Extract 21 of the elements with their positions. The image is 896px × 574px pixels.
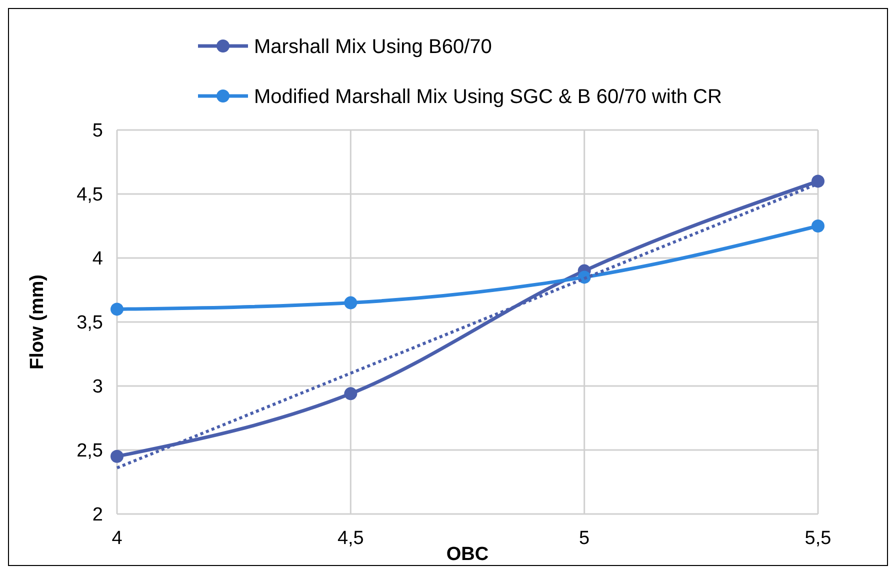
point	[344, 296, 358, 310]
y-tick-label: 2,5	[76, 440, 103, 462]
legend-label: Marshall Mix Using B60/70	[254, 36, 492, 58]
y-axis-title: Flow (mm)	[27, 274, 48, 370]
point	[344, 387, 358, 400]
y-tick-label: 3	[92, 376, 103, 398]
x-tick-label: 4,5	[337, 528, 364, 549]
point	[110, 302, 124, 316]
point	[110, 450, 124, 463]
x-tick-label: 5,5	[804, 528, 832, 549]
point	[812, 174, 824, 188]
y-tick-label: 4,5	[76, 184, 103, 206]
point	[812, 220, 824, 232]
y-tick-label: 5	[92, 120, 103, 142]
y-tick-label: 4	[92, 248, 104, 270]
y-tick-label: 3,5	[76, 312, 103, 334]
legend-label: Modified Marshall Mix Using SGC & B 60/70 with CR	[254, 86, 722, 108]
x-axis-title: OBC	[446, 544, 489, 565]
x-tick-label: 4	[112, 528, 123, 549]
x-tick-label: 5	[579, 528, 590, 549]
y-tick-label: 2	[92, 504, 103, 526]
